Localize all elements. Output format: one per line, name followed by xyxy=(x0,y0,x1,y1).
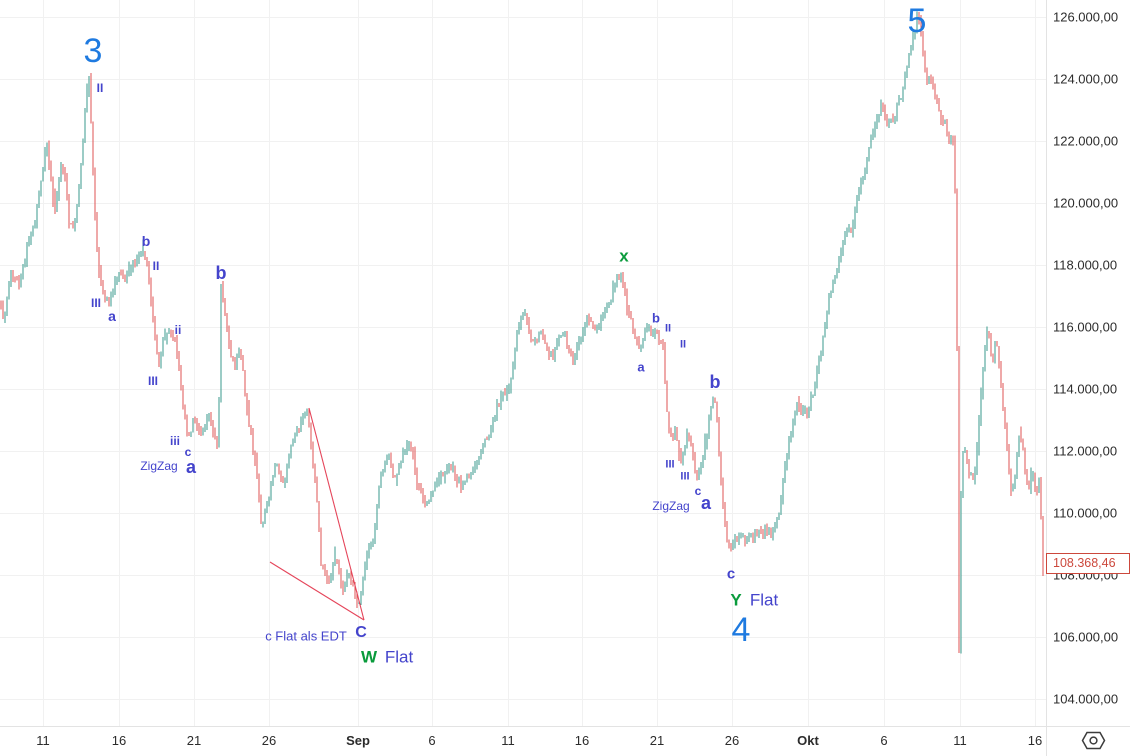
hexagon-eye-icon[interactable] xyxy=(1080,730,1107,751)
wave-label-flat[interactable]: Flat xyxy=(749,590,779,610)
wave-label-iii[interactable]: III xyxy=(665,458,675,471)
wave-label-ii[interactable]: ii xyxy=(174,323,182,337)
price-tick-label: 122.000,00 xyxy=(1053,133,1119,149)
candles xyxy=(0,11,1044,654)
wave-label-iii[interactable]: III xyxy=(90,296,102,310)
date-tick-label: Sep xyxy=(346,733,370,748)
wave-label-b[interactable]: b xyxy=(709,372,721,392)
elliott-wave-annotation-layer: 3 II III a b II ii III iii c ZigZag a b c Flat als ED… xyxy=(83,2,927,667)
price-axis[interactable]: 126.000,00 124.000,00 122.000,00 120.000,00… xyxy=(1047,0,1130,726)
wave-label-ii[interactable]: II xyxy=(679,338,687,351)
price-tick-label: 112.000,00 xyxy=(1053,443,1118,459)
wave-label-3[interactable]: 3 xyxy=(83,32,103,70)
last-price-value: 108.368,46 xyxy=(1053,556,1116,570)
price-tick-label: 114.000,00 xyxy=(1053,381,1118,397)
time-axis[interactable]: 11 16 21 26 Sep 6 11 16 21 26 Okt 6 11 16 xyxy=(0,727,1046,756)
date-tick-label: 16 xyxy=(574,733,590,748)
price-tick-label: 120.000,00 xyxy=(1053,195,1119,211)
price-tick-label: 110.000,00 xyxy=(1053,505,1118,521)
date-tick-label: 21 xyxy=(649,733,665,748)
wave-label-ii[interactable]: II xyxy=(664,322,672,335)
wave-label-c-flat-als-edt[interactable]: c Flat als EDT xyxy=(265,628,347,644)
price-tick-label: 104.000,00 xyxy=(1053,691,1119,707)
wave-label-ii[interactable]: II xyxy=(96,81,104,95)
date-tick-label: 21 xyxy=(186,733,202,748)
date-tick-label: 11 xyxy=(501,733,515,748)
date-tick-label: 16 xyxy=(111,733,127,748)
date-tick-label: 11 xyxy=(953,733,967,748)
wave-label-c[interactable]: c xyxy=(184,445,192,459)
date-tick-label: Okt xyxy=(797,733,819,748)
wave-label-y[interactable]: Y xyxy=(730,590,742,610)
wave-label-iii[interactable]: III xyxy=(147,374,159,388)
wave-label-a[interactable]: a xyxy=(700,493,712,513)
date-tick-label: 16 xyxy=(1027,733,1043,748)
price-tick-label: 106.000,00 xyxy=(1053,629,1119,645)
candlestick-plot-area[interactable] xyxy=(0,0,1046,726)
date-tick-label: 6 xyxy=(880,733,888,748)
price-axis-separator xyxy=(1046,0,1047,756)
wave-label-b[interactable]: b xyxy=(215,263,227,283)
wave-label-c[interactable]: c xyxy=(694,484,702,498)
date-tick-label: 6 xyxy=(428,733,436,748)
wave-label-4[interactable]: 4 xyxy=(731,611,751,649)
wave-label-b[interactable]: b xyxy=(141,233,151,249)
last-price-label: 108.368,46 xyxy=(1046,553,1130,574)
wave-label-iii[interactable]: III xyxy=(680,470,690,483)
trend-lines[interactable] xyxy=(269,407,365,621)
time-axis-separator xyxy=(0,726,1130,727)
date-tick-label: 26 xyxy=(724,733,740,748)
wave-label-5[interactable]: 5 xyxy=(907,2,927,40)
wave-label-ii[interactable]: II xyxy=(152,259,160,273)
wave-label-x[interactable]: x xyxy=(619,246,629,266)
wave-label-zigzag[interactable]: ZigZag xyxy=(140,459,178,473)
price-tick-label: 124.000,00 xyxy=(1053,71,1119,87)
wave-label-a[interactable]: a xyxy=(637,359,645,375)
date-tick-label: 11 xyxy=(36,733,50,748)
price-tick-label: 116.000,00 xyxy=(1053,319,1118,335)
wave-label-a[interactable]: a xyxy=(108,308,116,324)
wave-label-w[interactable]: W xyxy=(360,647,378,667)
wave-label-b[interactable]: b xyxy=(652,310,660,326)
wave-label-c[interactable]: c xyxy=(726,565,736,583)
gridlines xyxy=(0,0,1046,726)
wave-label-a[interactable]: a xyxy=(185,457,197,477)
price-tick-label: 118.000,00 xyxy=(1053,257,1118,273)
date-tick-label: 26 xyxy=(261,733,277,748)
wave-label-flat[interactable]: Flat xyxy=(384,647,414,667)
price-tick-label: 126.000,00 xyxy=(1053,9,1119,25)
wave-label-c[interactable]: C xyxy=(355,624,367,641)
wave-label-zigzag[interactable]: ZigZag xyxy=(652,499,690,513)
wave-label-iii[interactable]: iii xyxy=(169,434,181,448)
